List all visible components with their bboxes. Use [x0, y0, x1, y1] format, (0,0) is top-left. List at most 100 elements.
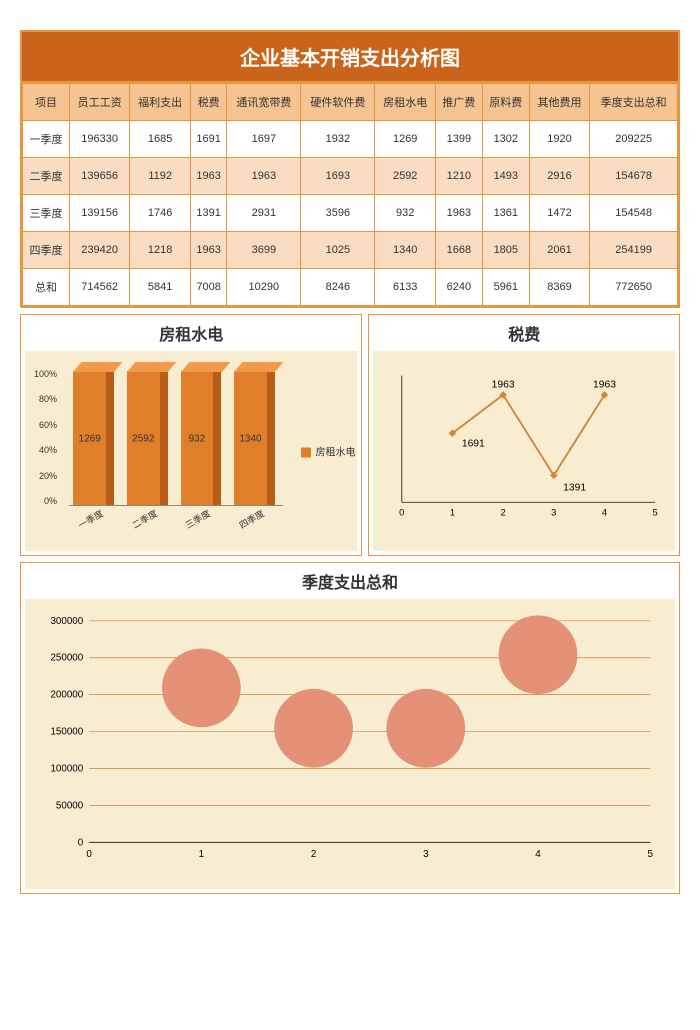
- table-cell: 1963: [190, 232, 226, 269]
- table-cell: 3699: [227, 232, 301, 269]
- table-cell: 1746: [130, 195, 191, 232]
- table-cell: 1963: [190, 158, 226, 195]
- table-cell: 2061: [529, 232, 590, 269]
- table-header-cell: 通讯宽带费: [227, 84, 301, 121]
- table-cell: 6240: [435, 269, 482, 306]
- table-cell: 1685: [130, 121, 191, 158]
- bar3d-bar: 1269: [73, 371, 114, 505]
- table-cell: 2916: [529, 158, 590, 195]
- table-cell: 2592: [375, 158, 436, 195]
- table-cell: 7008: [190, 269, 226, 306]
- table-header-cell: 原料费: [482, 84, 529, 121]
- table-cell: 1932: [301, 121, 375, 158]
- table-cell: 2931: [227, 195, 301, 232]
- table-header-cell: 其他费用: [529, 84, 590, 121]
- svg-text:5: 5: [653, 507, 658, 517]
- svg-text:1691: 1691: [462, 438, 485, 449]
- bar3d-bar: 932: [181, 371, 222, 505]
- table-cell: 5961: [482, 269, 529, 306]
- charts-row: 房租水电 100%80%60%40%20%0% 126925929321340 …: [20, 314, 680, 556]
- bubble-title: 季度支出总和: [21, 563, 679, 599]
- table-cell: 1920: [529, 121, 590, 158]
- svg-text:0: 0: [86, 849, 92, 860]
- table-cell: 10290: [227, 269, 301, 306]
- table-cell: 1210: [435, 158, 482, 195]
- table-cell: 1963: [435, 195, 482, 232]
- table-cell: 154678: [590, 158, 678, 195]
- svg-text:250000: 250000: [50, 653, 83, 664]
- table-cell: 8369: [529, 269, 590, 306]
- table-cell: 3596: [301, 195, 375, 232]
- table-cell: 二季度: [23, 158, 70, 195]
- table-cell: 239420: [69, 232, 130, 269]
- table-cell: 1472: [529, 195, 590, 232]
- table-header-cell: 推广费: [435, 84, 482, 121]
- svg-text:1963: 1963: [593, 379, 616, 390]
- table-cell: 1697: [227, 121, 301, 158]
- table-cell: 1361: [482, 195, 529, 232]
- table-cell: 1805: [482, 232, 529, 269]
- table-row: 三季度1391561746139129313596932196313611472…: [23, 195, 678, 232]
- svg-text:150000: 150000: [50, 727, 83, 738]
- table-header-cell: 税费: [190, 84, 226, 121]
- table-cell: 139156: [69, 195, 130, 232]
- line-chart-box: 税费 0123451691196313911963: [368, 314, 680, 556]
- table-cell: 254199: [590, 232, 678, 269]
- table-cell: 5841: [130, 269, 191, 306]
- svg-text:3: 3: [552, 507, 557, 517]
- svg-text:2: 2: [311, 849, 316, 860]
- bubble-point: [162, 649, 241, 728]
- svg-text:2: 2: [501, 507, 506, 517]
- table-cell: 1399: [435, 121, 482, 158]
- bar3d-plot: 100%80%60%40%20%0% 126925929321340 一季度二季…: [25, 351, 357, 551]
- line-series: [453, 395, 605, 476]
- table-cell: 8246: [301, 269, 375, 306]
- table-cell: 总和: [23, 269, 70, 306]
- bar3d-title: 房租水电: [21, 315, 361, 351]
- bar3d-chart-box: 房租水电 100%80%60%40%20%0% 126925929321340 …: [20, 314, 362, 556]
- line-plot: 0123451691196313911963: [373, 351, 675, 551]
- table-header-cell: 项目: [23, 84, 70, 121]
- table-header-cell: 房租水电: [375, 84, 436, 121]
- bubble-chart-box: 季度支出总和 050000100000150000200000250000300…: [20, 562, 680, 894]
- table-cell: 四季度: [23, 232, 70, 269]
- bar3d-legend: 房租水电: [301, 444, 355, 459]
- table-cell: 932: [375, 195, 436, 232]
- table-cell: 6133: [375, 269, 436, 306]
- svg-text:4: 4: [535, 849, 541, 860]
- svg-text:300000: 300000: [50, 616, 83, 627]
- report-frame: 企业基本开销支出分析图 项目员工工资福利支出税费通讯宽带费硬件软件费房租水电推广…: [20, 30, 680, 308]
- svg-text:1391: 1391: [564, 482, 587, 493]
- table-header-cell: 员工工资: [69, 84, 130, 121]
- table-row: 四季度2394201218196336991025134016681805206…: [23, 232, 678, 269]
- svg-text:4: 4: [602, 507, 607, 517]
- table-cell: 772650: [590, 269, 678, 306]
- table-header-cell: 福利支出: [130, 84, 191, 121]
- table-cell: 1340: [375, 232, 436, 269]
- bubble-point: [499, 615, 578, 694]
- table-cell: 1691: [190, 121, 226, 158]
- expense-table: 项目员工工资福利支出税费通讯宽带费硬件软件费房租水电推广费原料费其他费用季度支出…: [22, 83, 678, 306]
- table-cell: 196330: [69, 121, 130, 158]
- bar3d-bar: 1340: [234, 371, 275, 505]
- table-cell: 209225: [590, 121, 678, 158]
- bubble-point: [386, 689, 465, 768]
- table-cell: 1963: [227, 158, 301, 195]
- table-cell: 三季度: [23, 195, 70, 232]
- table-cell: 1192: [130, 158, 191, 195]
- table-row: 总和71456258417008102908246613362405961836…: [23, 269, 678, 306]
- table-row: 一季度1963301685169116971932126913991302192…: [23, 121, 678, 158]
- table-header-cell: 季度支出总和: [590, 84, 678, 121]
- svg-text:50000: 50000: [56, 800, 84, 811]
- svg-text:0: 0: [400, 507, 405, 517]
- table-cell: 1693: [301, 158, 375, 195]
- svg-text:0: 0: [78, 837, 84, 848]
- table-cell: 714562: [69, 269, 130, 306]
- table-cell: 1302: [482, 121, 529, 158]
- table-cell: 1493: [482, 158, 529, 195]
- bar3d-bar: 2592: [127, 371, 168, 505]
- svg-text:3: 3: [423, 849, 429, 860]
- svg-text:200000: 200000: [50, 690, 83, 701]
- table-header-cell: 硬件软件费: [301, 84, 375, 121]
- table-cell: 154548: [590, 195, 678, 232]
